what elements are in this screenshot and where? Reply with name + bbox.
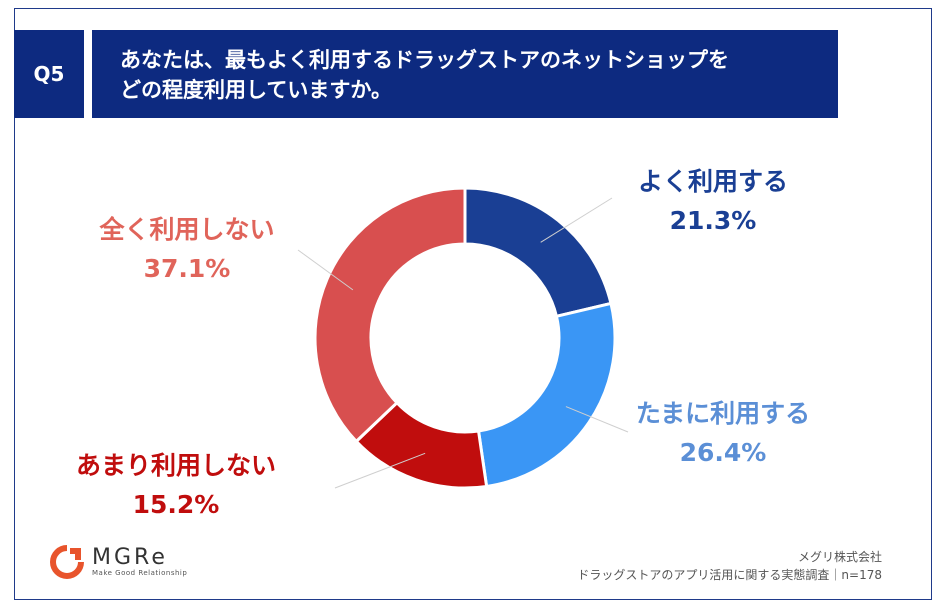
chart-frame: [14, 8, 932, 600]
category-label-amari: あまり利用しない: [76, 451, 276, 480]
slice-tamani: [476, 301, 617, 489]
question-line-2: どの程度利用していますか。: [120, 78, 392, 102]
leader-line-yoku: [540, 197, 613, 243]
company-name: メグリ株式会社: [797, 550, 882, 564]
logo-text: MGRe: [92, 545, 168, 570]
leader-line-mattaku: [297, 249, 354, 291]
percent-label-tamani: 26.4%: [680, 438, 767, 467]
credit: メグリ株式会社 ドラッグストアのアプリ活用に関する実態調査｜n=178: [577, 548, 882, 584]
category-label-yoku: よく利用する: [638, 167, 788, 196]
percent-label-mattaku: 37.1%: [144, 254, 231, 283]
question-line-1: あなたは、最もよく利用するドラッグストアのネットショップを: [120, 48, 729, 72]
question-number: Q5: [33, 62, 65, 86]
category-label-mattaku: 全く利用しない: [98, 215, 274, 244]
category-label-tamani: たまに利用する: [636, 399, 810, 428]
mgre-logo-icon: [50, 545, 84, 579]
mgre-logo: MGRe Make Good Relationship: [50, 545, 187, 579]
percent-label-amari: 15.2%: [133, 490, 220, 519]
question-title: あなたは、最もよく利用するドラッグストアのネットショップを どの程度利用していま…: [92, 30, 838, 118]
leader-line-amari: [334, 452, 426, 489]
slice-mattaku: [313, 186, 467, 444]
slice-yoku: [463, 186, 613, 319]
survey-info: ドラッグストアのアプリ活用に関する実態調査｜n=178: [577, 568, 882, 582]
leader-line-tamani: [565, 406, 629, 433]
question-number-badge: Q5: [14, 30, 84, 118]
percent-label-yoku: 21.3%: [670, 206, 757, 235]
logo-tagline: Make Good Relationship: [92, 569, 188, 577]
